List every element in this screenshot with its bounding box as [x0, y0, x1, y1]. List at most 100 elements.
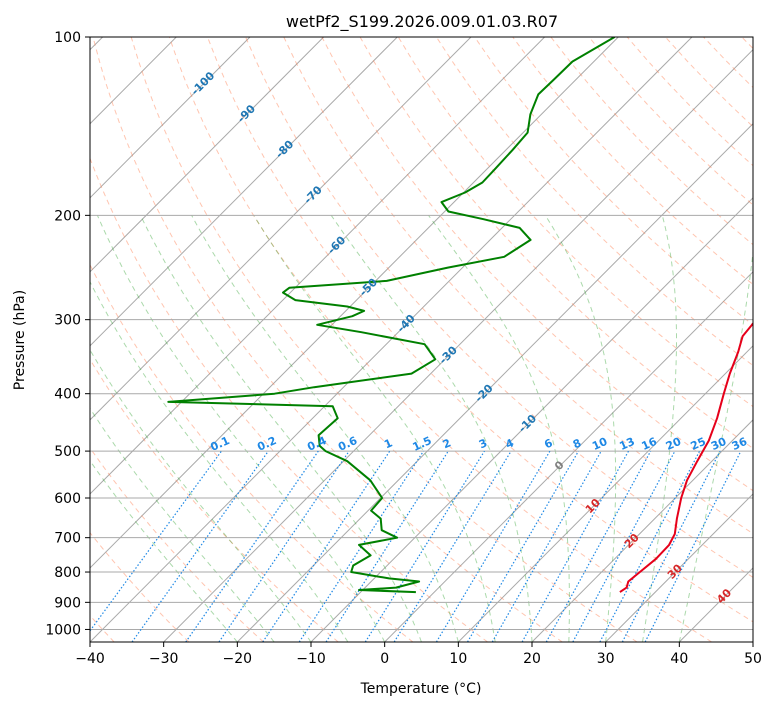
- mixing-ratio-label: 4: [504, 436, 517, 451]
- plot-frame: [89, 36, 754, 643]
- mixing-ratio-label: 2: [441, 436, 453, 451]
- mixing-ratio-label: 6: [542, 436, 555, 451]
- x-tick-label: 20: [523, 651, 541, 667]
- mixing-ratio-line: [218, 450, 350, 642]
- dry-adiabat: [474, 37, 753, 326]
- mixing-ratio-label: 10: [590, 435, 610, 453]
- y-tick-label: 700: [54, 531, 81, 547]
- mixing-ratio-label: 1: [382, 436, 394, 451]
- isotherm-line: [384, 271, 753, 642]
- y-tick-label: 900: [54, 595, 81, 611]
- mixing-ratio-line: [545, 450, 652, 642]
- dry-adiabat: [207, 37, 753, 623]
- y-axis-label: Pressure (hPa): [12, 290, 28, 390]
- dry-adiabat: [512, 37, 753, 286]
- isotherm-line: [531, 419, 753, 642]
- mixing-ratio-line: [185, 450, 319, 642]
- moist-adiabat: [96, 215, 386, 642]
- isotherm-line: [236, 123, 753, 642]
- x-tick-label: 50: [744, 651, 762, 667]
- dry-adiabat: [359, 37, 753, 449]
- y-tick-label: 100: [54, 30, 81, 46]
- isotherm-line: [752, 641, 753, 642]
- mixing-ratio-label: 3: [477, 436, 489, 451]
- dry-adiabat: [245, 37, 753, 578]
- tick-layer: −40 −30 −20 −10 0 10 20 30 40 50 100 200 300 400 500 60…: [45, 30, 762, 667]
- dry-adiabat: [90, 156, 488, 642]
- mixing-ratio-line: [364, 450, 485, 642]
- dry-adiabat: [130, 37, 638, 642]
- isotherm-line: [163, 48, 753, 642]
- y-tick-label: 400: [54, 387, 81, 403]
- isotherm-line: [90, 37, 619, 569]
- label-layer: 0.1 0.2 0.4 0.6 1 1.5 2 3 4 6 8 10 13 16 20 25 30 36-100-…: [189, 69, 750, 606]
- moist-adiabat: [90, 460, 238, 642]
- series-layer: [167, 37, 753, 594]
- y-tick-label: 1000: [45, 622, 81, 638]
- x-tick-label: −20: [223, 651, 253, 667]
- moist-adiabat: [140, 215, 422, 642]
- dry-adiabat: [92, 37, 563, 642]
- dry-adiabat: [90, 358, 339, 642]
- dry-adiabat: [703, 37, 753, 89]
- y-tick-label: 300: [54, 313, 81, 329]
- dry-adiabat: [588, 37, 753, 206]
- moist-adiabat: [253, 215, 496, 642]
- mixing-ratio-line: [621, 450, 721, 642]
- dry-adiabat: [283, 37, 753, 535]
- isotherm-line: [90, 37, 324, 273]
- moist-adiabat: [90, 280, 349, 642]
- moist-adiabat: [428, 215, 570, 642]
- x-tick-label: −10: [296, 651, 326, 667]
- chart-title: wetPf2_S199.2026.009.01.03.R07: [286, 12, 558, 32]
- mixing-ratio-line: [393, 450, 512, 642]
- moist-adiabat: [642, 215, 677, 642]
- x-tick-label: 30: [597, 651, 615, 667]
- x-tick-label: 40: [670, 651, 688, 667]
- y-tick-label: 500: [54, 444, 81, 460]
- mixing-ratio-line: [491, 450, 602, 642]
- y-tick-label: 600: [54, 491, 81, 507]
- mixing-ratio-label: 36: [730, 435, 750, 453]
- dry-adiabat: [665, 37, 753, 128]
- grid-layer: [90, 37, 753, 642]
- isotherm-line: [90, 37, 693, 642]
- isotherm-line: [90, 37, 472, 421]
- mixing-ratio-label: 16: [640, 435, 660, 453]
- y-tick-label: 800: [54, 565, 81, 581]
- mixing-ratio-line: [298, 450, 424, 642]
- x-axis-label: Temperature (°C): [360, 681, 482, 697]
- moist-adiabat: [191, 215, 459, 642]
- moist-adiabat: [90, 349, 312, 642]
- isotherm-line: [605, 493, 753, 642]
- isotherm-line: [90, 37, 398, 347]
- dry-adiabat: [90, 531, 190, 642]
- dry-adiabat: [168, 37, 712, 642]
- mixing-ratio-line: [325, 450, 449, 642]
- dry-adiabat: [435, 37, 753, 367]
- isotherm-line: [678, 567, 753, 642]
- isotherm-line: [90, 37, 251, 199]
- y-tick-label: 200: [54, 208, 81, 224]
- mixing-ratio-label: 13: [617, 435, 636, 453]
- moist-adiabat: [678, 247, 753, 642]
- mixing-ratio-line: [644, 450, 742, 642]
- dewpoint-profile: [167, 37, 616, 594]
- dry-adiabat: [397, 37, 753, 408]
- x-tick-label: 10: [449, 651, 467, 667]
- mixing-ratio-label: 30: [709, 435, 729, 453]
- moist-adiabat: [330, 215, 533, 642]
- x-tick-label: −30: [149, 651, 179, 667]
- mixing-ratio-line: [131, 450, 269, 642]
- isotherm-line: [457, 345, 753, 642]
- dry-adiabat: [90, 263, 414, 642]
- mixing-ratio-line: [599, 450, 701, 642]
- x-tick-label: −40: [75, 651, 105, 667]
- moist-adiabat: [544, 215, 617, 642]
- mixing-ratio-line: [521, 450, 630, 642]
- moist-adiabat: [90, 407, 275, 642]
- isotherm-line: [90, 37, 545, 495]
- mixing-ratio-line: [572, 450, 676, 642]
- isotherm-line: [310, 197, 753, 642]
